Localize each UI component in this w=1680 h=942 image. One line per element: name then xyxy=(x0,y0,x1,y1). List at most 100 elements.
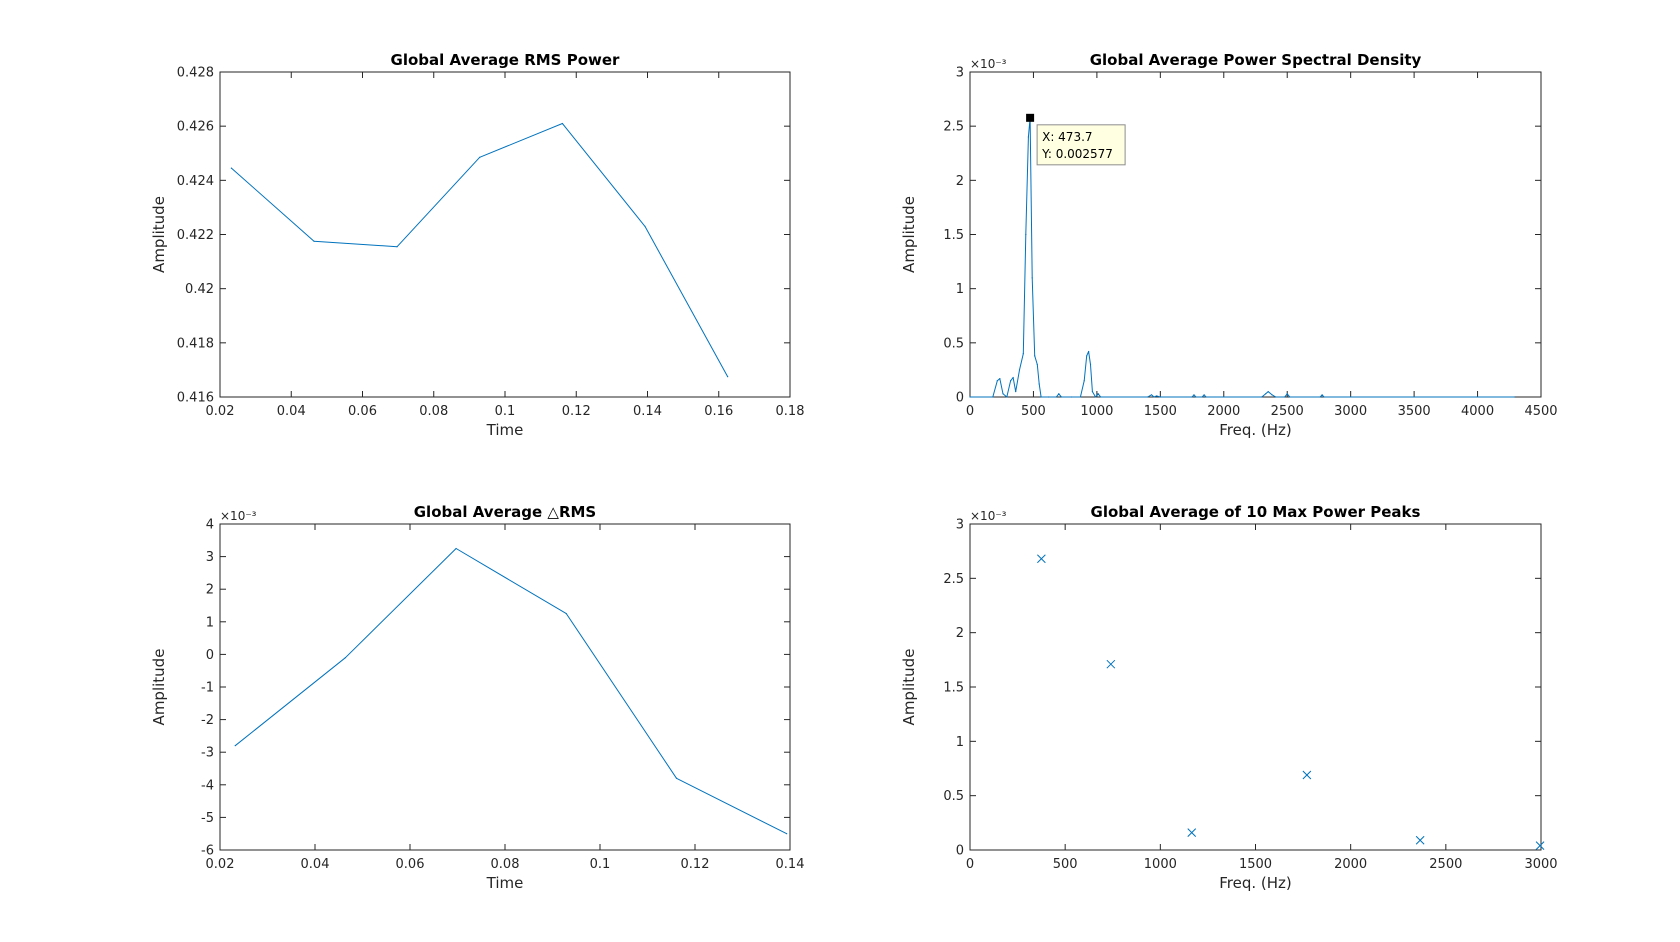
data-point xyxy=(1095,396,1097,398)
data-point xyxy=(1025,233,1027,236)
y-tick-label: 1 xyxy=(956,282,964,297)
x-tick-label: 2000 xyxy=(1207,404,1240,419)
data-point xyxy=(786,833,788,835)
marker-stroke xyxy=(1106,659,1116,669)
data-point xyxy=(727,376,729,378)
y-tick-label: 1 xyxy=(956,735,964,750)
marker-stroke xyxy=(1415,835,1425,845)
x-tick-label: 4000 xyxy=(1461,404,1494,419)
y-exponent-label: ×10⁻³ xyxy=(970,57,1007,71)
data-point xyxy=(999,377,1001,380)
data-point xyxy=(1155,395,1158,397)
datatip-marker[interactable] xyxy=(1026,113,1035,122)
data-point xyxy=(1040,396,1042,398)
datatip-box xyxy=(1036,124,1126,166)
y-tick-label: 2 xyxy=(956,626,964,641)
data-point xyxy=(675,777,678,779)
marker-stroke xyxy=(1535,841,1545,851)
data-point xyxy=(561,122,563,125)
data-point xyxy=(1201,396,1203,398)
y-tick-label: 2 xyxy=(206,583,214,598)
y-axis-label: Amplitude xyxy=(150,196,168,273)
x-tick-label: 500 xyxy=(1021,404,1046,419)
datatip-y-text: Y: 0.002577 xyxy=(1041,147,1113,161)
y-tick-label: 1.5 xyxy=(943,681,964,696)
x-tick-label: 1500 xyxy=(1239,857,1272,872)
data-point xyxy=(1091,390,1094,393)
data-point xyxy=(565,613,567,615)
data-point xyxy=(1513,396,1515,398)
x-tick-label: 2500 xyxy=(1271,404,1304,419)
x-tick-label: 0.16 xyxy=(704,404,733,419)
data-point xyxy=(1006,396,1008,398)
data-point xyxy=(1058,393,1060,395)
series-line xyxy=(234,548,787,835)
x-tick-label: 0.06 xyxy=(348,404,377,419)
x-tick-label: 0.1 xyxy=(495,404,516,419)
data-point xyxy=(1036,363,1038,366)
data-point xyxy=(1275,396,1277,398)
data-point xyxy=(1284,396,1286,398)
x-tick-label: 0.12 xyxy=(681,857,710,872)
data-point xyxy=(234,745,236,747)
x-tick-label: 3000 xyxy=(1334,404,1367,419)
data-point xyxy=(1147,396,1149,398)
x-tick-label: 0.04 xyxy=(277,404,306,419)
y-tick-label: 3 xyxy=(956,66,964,81)
data-point xyxy=(1048,396,1050,398)
data-point xyxy=(1321,394,1323,396)
y-tick-label: 0.424 xyxy=(177,174,214,189)
y-axis-label: Amplitude xyxy=(150,649,168,726)
y-tick-label: 1.5 xyxy=(943,228,964,243)
y-exponent-label: ×10⁻³ xyxy=(220,509,257,523)
y-tick-label: 0.422 xyxy=(177,228,214,243)
x-tick-label: 500 xyxy=(1053,857,1078,872)
data-point xyxy=(1187,828,1197,837)
data-point xyxy=(230,167,232,169)
y-tick-label: 3 xyxy=(206,550,214,565)
data-point xyxy=(1055,396,1057,398)
y-tick-label: 2 xyxy=(956,174,964,189)
data-point xyxy=(969,396,971,398)
data-point xyxy=(1002,393,1004,395)
data-point xyxy=(1018,369,1021,371)
marker-stroke xyxy=(1302,770,1312,780)
chart-peaks: 0 500 1000 1500 2000 2500 3000 0 0.5 1 1.5 2 2.5 3 ×10… xyxy=(900,503,1558,892)
chart-title: Global Average of 10 Max Power Peaks xyxy=(1091,503,1421,521)
x-tick-label: 3000 xyxy=(1524,857,1557,872)
y-tick-label: 0.428 xyxy=(177,66,214,81)
y-tick-label: 4 xyxy=(206,518,214,533)
data-point xyxy=(313,240,315,242)
y-tick-label: 0.418 xyxy=(177,336,214,351)
x-tick-label: 4500 xyxy=(1524,404,1557,419)
data-point xyxy=(1097,393,1099,395)
data-point xyxy=(1265,393,1267,395)
y-tick-label: 0.5 xyxy=(943,789,964,804)
data-point xyxy=(396,246,398,248)
y-tick-label: 3 xyxy=(956,518,964,533)
data-point xyxy=(1191,396,1193,398)
datatip-x-text: X: 473.7 xyxy=(1042,130,1092,144)
x-tick-label: 1500 xyxy=(1144,404,1177,419)
chart-title: Global Average △RMS xyxy=(414,503,596,521)
data-point xyxy=(1193,394,1195,396)
data-point xyxy=(1289,396,1291,398)
series-line xyxy=(231,123,729,377)
y-tick-label: -2 xyxy=(201,713,214,728)
data-point xyxy=(1015,390,1017,393)
x-tick-label: 3500 xyxy=(1398,404,1431,419)
y-tick-label: 0.426 xyxy=(177,120,214,135)
data-point xyxy=(1267,390,1269,393)
x-axis-label: Time xyxy=(486,874,524,892)
data-point xyxy=(1083,380,1085,382)
y-axis-label: Amplitude xyxy=(900,196,918,273)
y-tick-label: -3 xyxy=(201,746,214,761)
plot-area-peaks xyxy=(969,523,1542,851)
data-point xyxy=(644,225,646,227)
data-point xyxy=(1031,277,1033,279)
y-tick-label: -4 xyxy=(201,778,214,793)
plot-area-rms xyxy=(219,71,791,398)
x-tick-label: 0.02 xyxy=(206,857,235,872)
data-point xyxy=(1150,394,1153,396)
chart-title: Global Average RMS Power xyxy=(391,51,620,69)
